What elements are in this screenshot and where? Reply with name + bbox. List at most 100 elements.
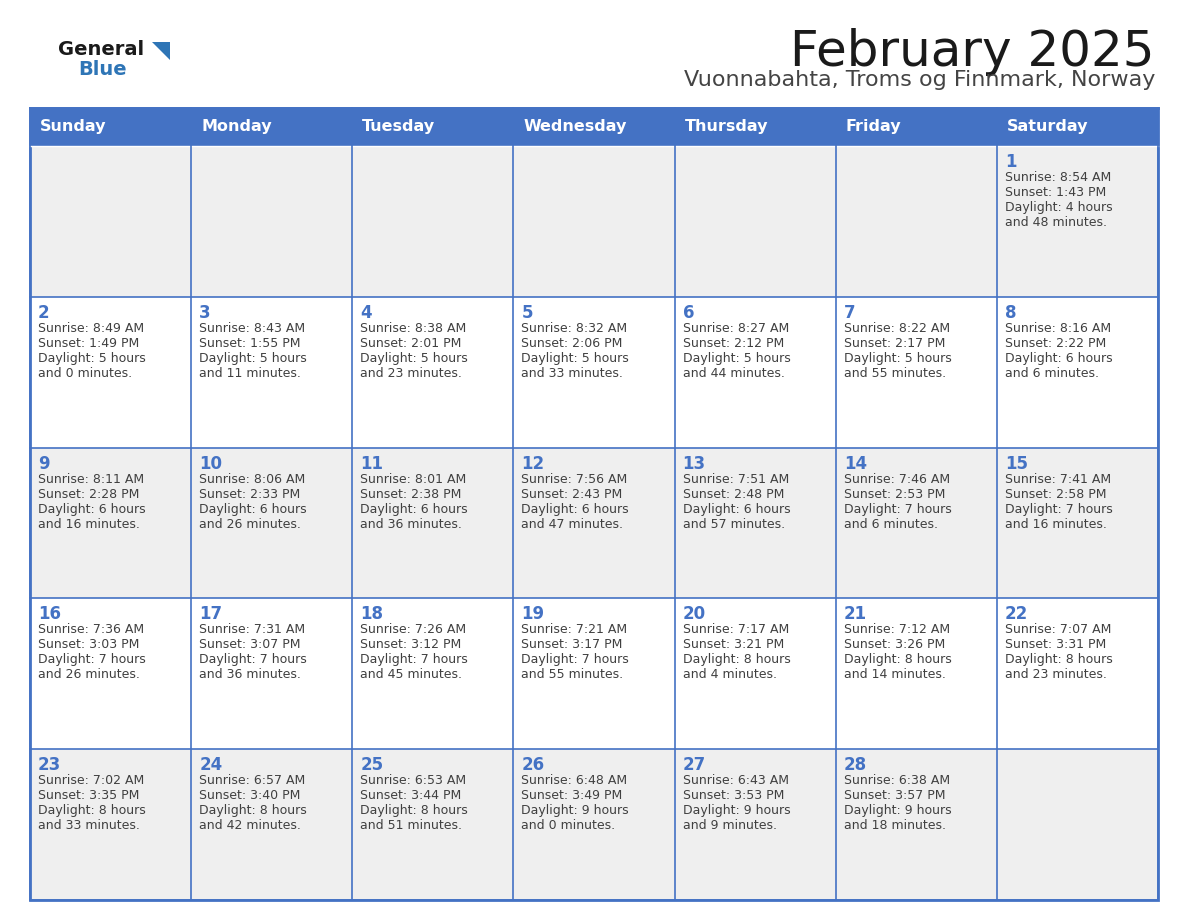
Text: 16: 16 — [38, 605, 61, 623]
Text: and 55 minutes.: and 55 minutes. — [843, 367, 946, 380]
Text: Daylight: 6 hours: Daylight: 6 hours — [200, 502, 307, 516]
Text: Sunset: 3:17 PM: Sunset: 3:17 PM — [522, 638, 623, 652]
Text: Thursday: Thursday — [684, 119, 769, 135]
Text: 8: 8 — [1005, 304, 1017, 322]
Text: Daylight: 7 hours: Daylight: 7 hours — [843, 502, 952, 516]
Text: Daylight: 8 hours: Daylight: 8 hours — [38, 804, 146, 817]
Text: Sunrise: 8:11 AM: Sunrise: 8:11 AM — [38, 473, 144, 486]
Bar — [191, 146, 353, 297]
Bar — [997, 448, 1158, 599]
Text: Daylight: 6 hours: Daylight: 6 hours — [522, 502, 630, 516]
Text: and 33 minutes.: and 33 minutes. — [522, 367, 624, 380]
Text: 4: 4 — [360, 304, 372, 322]
Text: Sunset: 2:58 PM: Sunset: 2:58 PM — [1005, 487, 1106, 500]
Text: Daylight: 7 hours: Daylight: 7 hours — [200, 654, 307, 666]
Text: 14: 14 — [843, 454, 867, 473]
Text: Daylight: 5 hours: Daylight: 5 hours — [360, 352, 468, 364]
Bar — [835, 599, 997, 749]
Text: Sunset: 3:07 PM: Sunset: 3:07 PM — [200, 638, 301, 652]
Text: Sunrise: 8:16 AM: Sunrise: 8:16 AM — [1005, 322, 1111, 335]
Bar — [675, 749, 835, 900]
Bar — [191, 297, 353, 448]
Bar — [353, 297, 513, 448]
Text: 17: 17 — [200, 605, 222, 623]
Bar — [353, 448, 513, 599]
Text: Sunrise: 7:51 AM: Sunrise: 7:51 AM — [683, 473, 789, 486]
Bar — [675, 448, 835, 599]
Bar — [997, 146, 1158, 297]
Text: 10: 10 — [200, 454, 222, 473]
Text: Daylight: 4 hours: Daylight: 4 hours — [1005, 201, 1112, 214]
Bar — [353, 749, 513, 900]
Text: Daylight: 5 hours: Daylight: 5 hours — [522, 352, 630, 364]
Text: Daylight: 8 hours: Daylight: 8 hours — [200, 804, 307, 817]
Bar — [997, 599, 1158, 749]
Bar — [835, 146, 997, 297]
Text: and 47 minutes.: and 47 minutes. — [522, 518, 624, 531]
Text: and 18 minutes.: and 18 minutes. — [843, 819, 946, 833]
Text: 6: 6 — [683, 304, 694, 322]
Bar — [191, 108, 353, 146]
Text: Sunset: 2:22 PM: Sunset: 2:22 PM — [1005, 337, 1106, 350]
Text: Sunset: 2:33 PM: Sunset: 2:33 PM — [200, 487, 301, 500]
Text: Daylight: 9 hours: Daylight: 9 hours — [843, 804, 952, 817]
Text: Sunset: 2:38 PM: Sunset: 2:38 PM — [360, 487, 462, 500]
Text: Sunrise: 7:46 AM: Sunrise: 7:46 AM — [843, 473, 950, 486]
Text: February 2025: February 2025 — [790, 28, 1155, 76]
Text: Sunrise: 6:53 AM: Sunrise: 6:53 AM — [360, 774, 467, 788]
Text: Sunrise: 8:54 AM: Sunrise: 8:54 AM — [1005, 171, 1111, 184]
Text: Daylight: 7 hours: Daylight: 7 hours — [360, 654, 468, 666]
Text: Daylight: 9 hours: Daylight: 9 hours — [522, 804, 630, 817]
Text: 12: 12 — [522, 454, 544, 473]
Text: 7: 7 — [843, 304, 855, 322]
Text: Daylight: 8 hours: Daylight: 8 hours — [843, 654, 952, 666]
Text: Daylight: 6 hours: Daylight: 6 hours — [38, 502, 146, 516]
Text: and 16 minutes.: and 16 minutes. — [1005, 518, 1107, 531]
Text: Sunrise: 8:38 AM: Sunrise: 8:38 AM — [360, 322, 467, 335]
Text: Sunset: 2:53 PM: Sunset: 2:53 PM — [843, 487, 946, 500]
Text: Sunset: 3:03 PM: Sunset: 3:03 PM — [38, 638, 139, 652]
Text: and 6 minutes.: and 6 minutes. — [843, 518, 937, 531]
Text: and 36 minutes.: and 36 minutes. — [200, 668, 301, 681]
Text: and 14 minutes.: and 14 minutes. — [843, 668, 946, 681]
Bar — [30, 146, 191, 297]
Text: Sunset: 1:43 PM: Sunset: 1:43 PM — [1005, 186, 1106, 199]
Bar — [675, 146, 835, 297]
Text: Sunrise: 8:32 AM: Sunrise: 8:32 AM — [522, 322, 627, 335]
Text: Vuonnabahta, Troms og Finnmark, Norway: Vuonnabahta, Troms og Finnmark, Norway — [683, 70, 1155, 90]
Bar — [675, 108, 835, 146]
Text: and 45 minutes.: and 45 minutes. — [360, 668, 462, 681]
Bar — [353, 146, 513, 297]
Text: Sunrise: 7:12 AM: Sunrise: 7:12 AM — [843, 623, 950, 636]
Text: Sunrise: 6:48 AM: Sunrise: 6:48 AM — [522, 774, 627, 788]
Text: Daylight: 7 hours: Daylight: 7 hours — [1005, 502, 1113, 516]
Text: and 4 minutes.: and 4 minutes. — [683, 668, 777, 681]
Text: 19: 19 — [522, 605, 544, 623]
Text: Sunrise: 7:56 AM: Sunrise: 7:56 AM — [522, 473, 627, 486]
Text: Daylight: 6 hours: Daylight: 6 hours — [1005, 352, 1112, 364]
Bar — [675, 297, 835, 448]
Bar — [30, 448, 191, 599]
Text: Tuesday: Tuesday — [362, 119, 436, 135]
Text: and 33 minutes.: and 33 minutes. — [38, 819, 140, 833]
Text: Sunrise: 7:36 AM: Sunrise: 7:36 AM — [38, 623, 144, 636]
Text: and 0 minutes.: and 0 minutes. — [38, 367, 132, 380]
Text: Blue: Blue — [78, 60, 127, 79]
Text: and 9 minutes.: and 9 minutes. — [683, 819, 777, 833]
Text: Friday: Friday — [846, 119, 902, 135]
Text: Sunrise: 6:38 AM: Sunrise: 6:38 AM — [843, 774, 950, 788]
Text: and 51 minutes.: and 51 minutes. — [360, 819, 462, 833]
Text: Sunset: 3:21 PM: Sunset: 3:21 PM — [683, 638, 784, 652]
Text: 21: 21 — [843, 605, 867, 623]
Text: 3: 3 — [200, 304, 210, 322]
Text: 1: 1 — [1005, 153, 1017, 171]
Text: 28: 28 — [843, 756, 867, 774]
Bar — [513, 749, 675, 900]
Text: Daylight: 7 hours: Daylight: 7 hours — [38, 654, 146, 666]
Text: and 48 minutes.: and 48 minutes. — [1005, 216, 1107, 229]
Text: 18: 18 — [360, 605, 384, 623]
Text: Sunday: Sunday — [40, 119, 107, 135]
Text: 11: 11 — [360, 454, 384, 473]
Text: Sunset: 3:12 PM: Sunset: 3:12 PM — [360, 638, 461, 652]
Bar — [997, 749, 1158, 900]
